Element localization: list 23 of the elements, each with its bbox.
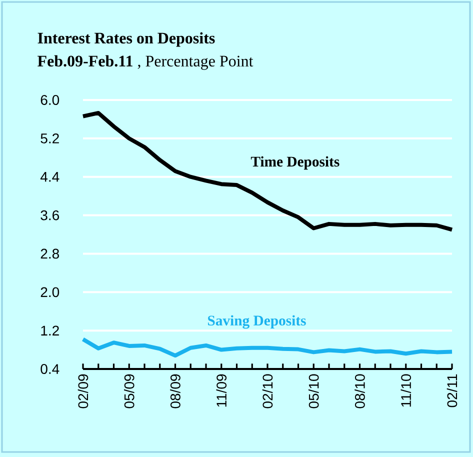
y-tick-label: 2.8 bbox=[40, 248, 60, 259]
x-tick-label: 11/09 bbox=[216, 374, 227, 407]
series-label: Saving Deposits bbox=[208, 315, 306, 329]
x-tick-label: 05/10 bbox=[308, 374, 319, 408]
chart-subtitle: Feb.09-Feb.11 , Percentage Point bbox=[38, 55, 254, 70]
y-tick-label: 2.0 bbox=[40, 287, 60, 298]
y-tick-label: 0.4 bbox=[40, 364, 60, 374]
y-tick-label: 5.2 bbox=[40, 133, 59, 144]
x-tick-label: 11/10 bbox=[400, 374, 412, 407]
y-tick-label: 4.4 bbox=[40, 172, 60, 182]
x-tick-label: 05/09 bbox=[124, 374, 134, 408]
series-label: Time Deposits bbox=[250, 156, 340, 170]
x-tick-label: 02/10 bbox=[262, 374, 273, 408]
x-tick-label: 08/10 bbox=[354, 374, 365, 408]
y-tick-label: 3.6 bbox=[40, 210, 60, 220]
x-tick-label: 08/09 bbox=[170, 374, 180, 408]
y-tick-label: 6.0 bbox=[40, 95, 60, 105]
line-series bbox=[81, 110, 454, 232]
x-tick-label: 02/11 bbox=[446, 374, 458, 408]
x-tick-label: 02/09 bbox=[78, 374, 88, 408]
line-series bbox=[81, 337, 454, 358]
chart-title: Interest Rates on Deposits bbox=[38, 32, 215, 47]
y-tick-label: 1.2 bbox=[41, 326, 59, 336]
